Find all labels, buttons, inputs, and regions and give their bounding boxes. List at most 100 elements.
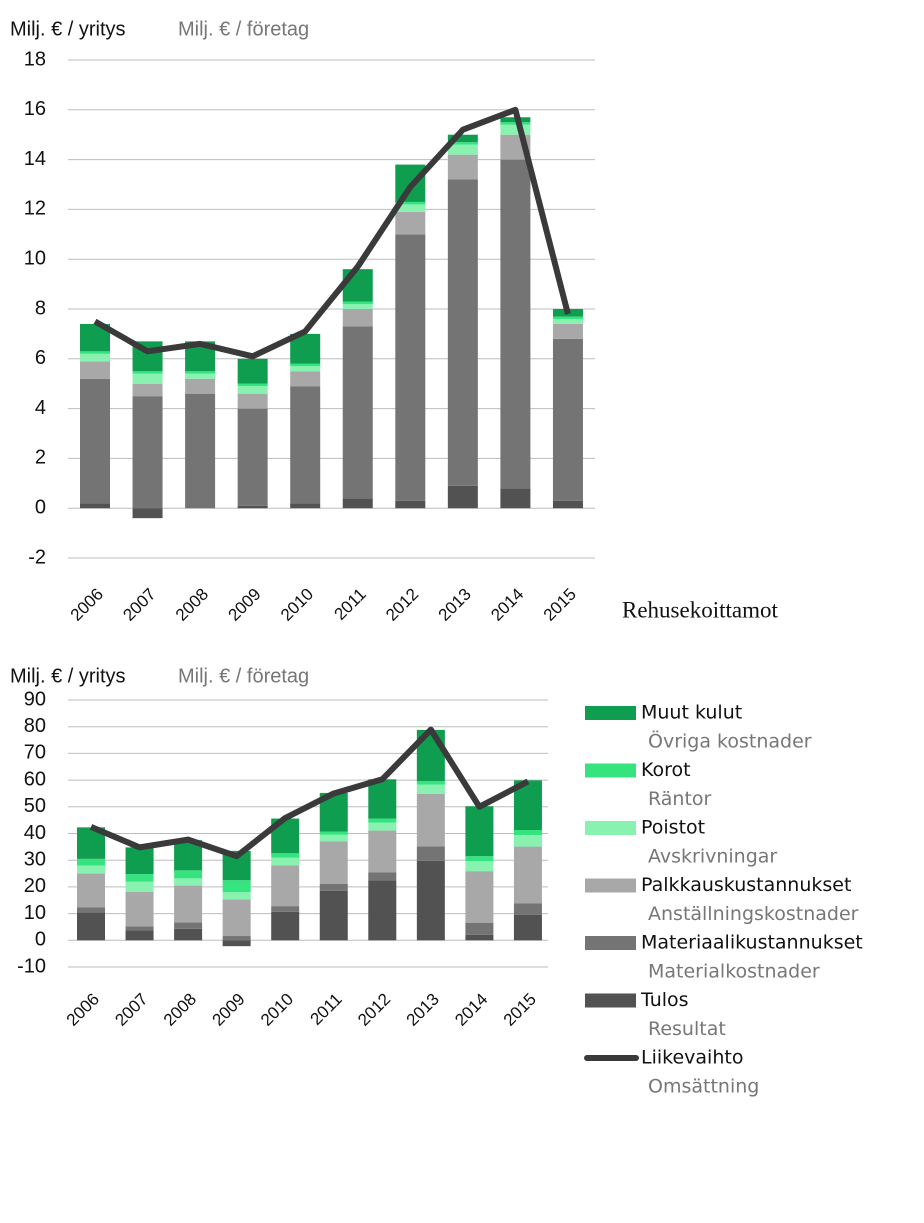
bar-segment	[465, 922, 494, 935]
bar-segment	[185, 378, 216, 394]
x-tick-label: 2014	[487, 585, 527, 625]
bar-segment	[290, 363, 321, 367]
x-tick-label: 2009	[208, 990, 248, 1030]
y-tick-label: 80	[24, 715, 46, 737]
bar-segment	[395, 234, 426, 501]
line-series	[93, 106, 571, 360]
bar-segment	[77, 858, 105, 866]
bar-segment	[552, 316, 583, 319]
bar-segment	[271, 911, 300, 941]
x-tick-label: 2013	[435, 585, 475, 625]
bar-segment	[174, 922, 203, 929]
bar-segment	[80, 351, 110, 354]
legend-label-alt: Räntor	[648, 788, 712, 810]
legend-swatch	[585, 993, 636, 1008]
x-tick-label: 2012	[354, 990, 394, 1030]
bar-segment	[222, 940, 251, 947]
bar-segment	[416, 846, 445, 861]
bar-segment	[271, 865, 300, 907]
bar-segment	[290, 366, 321, 372]
y-tick-label: 90	[24, 688, 46, 710]
bar-segment	[342, 326, 373, 499]
y-tick-label: 6	[35, 347, 46, 369]
bar-segment	[342, 498, 373, 509]
legend-label: Materiaalikustannukset	[641, 932, 863, 954]
legend-swatch	[585, 878, 636, 893]
bar-segment	[513, 835, 542, 847]
bar-segment	[500, 122, 531, 125]
bar-segment	[237, 393, 268, 409]
bar-segment	[395, 211, 426, 235]
bar-segment	[447, 485, 478, 509]
y-tick-label: 70	[24, 742, 46, 764]
legend-label: Poistot	[641, 817, 705, 839]
chart-title: Rehusekoittamot	[622, 597, 778, 622]
y-tick-label: 0	[35, 496, 46, 518]
legend-label-alt: Övriga kostnader	[648, 730, 812, 753]
x-tick-label: 2011	[330, 585, 369, 624]
bar-segment	[342, 301, 373, 305]
bar-segment	[174, 928, 203, 941]
bar-segment	[319, 831, 348, 835]
bar-segment	[80, 353, 110, 362]
y-label-alt: Milj. € / företag	[178, 665, 309, 687]
bar-segment	[237, 408, 268, 506]
bar-segment	[368, 779, 397, 819]
bar-segment	[174, 870, 203, 879]
bar-segment	[465, 856, 494, 862]
bar-segment	[237, 505, 268, 509]
bar-segment	[342, 269, 373, 302]
bar-segment	[77, 907, 105, 913]
bar-segment	[395, 201, 426, 205]
bar-segment	[342, 309, 373, 327]
bar-segment	[447, 142, 478, 145]
legend-label-alt: Materialkostnader	[648, 961, 820, 983]
y-tick-label: 4	[35, 397, 46, 419]
bar-segment	[174, 885, 203, 923]
bar-segment	[185, 393, 216, 509]
x-tick-label: 2012	[382, 585, 422, 625]
bar-segment	[368, 880, 397, 941]
bar-segment	[132, 371, 163, 374]
x-tick-label: 2010	[277, 585, 317, 625]
bar-segment	[237, 386, 268, 394]
bar-segment	[271, 857, 300, 866]
bar-segment	[465, 861, 494, 872]
legend-swatch	[585, 936, 636, 950]
bar-segment	[77, 873, 105, 908]
bar-segment	[80, 378, 110, 504]
legend-swatch	[585, 706, 636, 720]
bar-segment	[185, 371, 216, 374]
bar-segment	[447, 144, 478, 155]
y-tick-label: 12	[24, 198, 46, 220]
x-tick-label: 2006	[63, 990, 103, 1030]
bar-segment	[77, 912, 105, 941]
x-tick-label: 2006	[67, 585, 107, 625]
bar-segment	[500, 159, 531, 489]
x-tick-label: 2011	[306, 990, 345, 1029]
bar-segment	[447, 134, 478, 143]
bar-segment	[416, 860, 445, 941]
y-label: Milj. € / yritys	[10, 665, 126, 687]
y-tick-label: 0	[35, 929, 46, 951]
bar-segment	[185, 373, 216, 379]
bar-segment	[513, 914, 542, 941]
x-tick-label: 2008	[160, 990, 200, 1030]
bar-segment	[447, 179, 478, 486]
bar-segment	[319, 841, 348, 884]
bar-segment	[513, 903, 542, 915]
legend-label-alt: Anställningskostnader	[648, 903, 859, 925]
legend-label: Muut kulut	[641, 702, 742, 724]
bar-segment	[416, 784, 445, 794]
legend-swatch	[585, 763, 636, 778]
bar-segment	[395, 204, 426, 212]
y-tick-label: 60	[24, 768, 46, 790]
bar-segment	[395, 500, 426, 509]
x-tick-label: 2013	[403, 990, 443, 1030]
bar-segment	[552, 338, 583, 501]
bar-segment	[447, 154, 478, 180]
bar-segment	[132, 396, 163, 509]
legend-label-alt: Avskrivningar	[648, 846, 777, 868]
bar-segment	[125, 930, 154, 941]
bar-segment	[465, 871, 494, 923]
